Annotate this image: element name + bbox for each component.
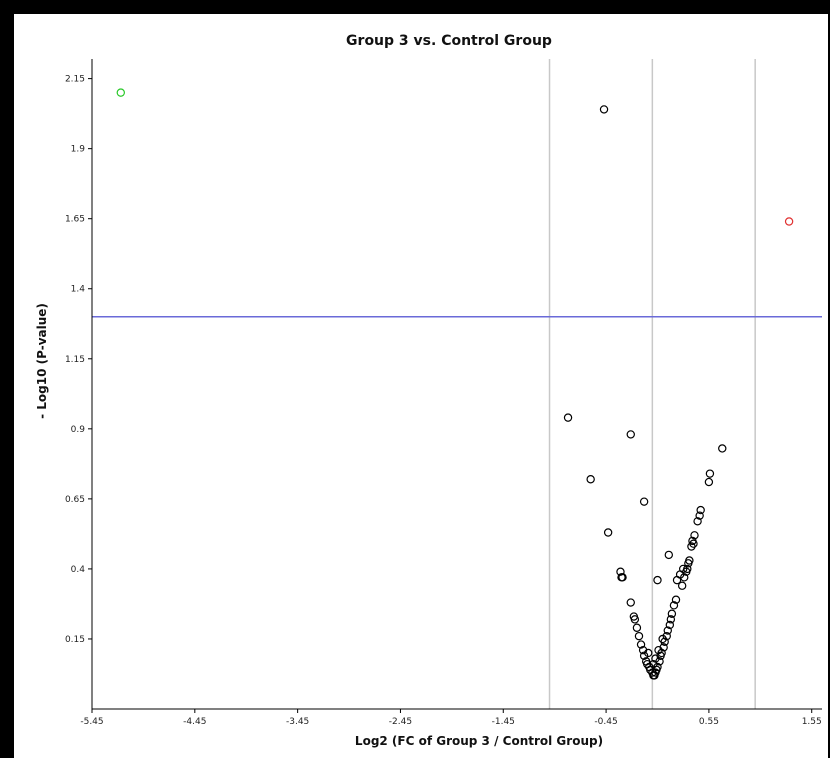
data-point	[644, 648, 653, 658]
data-point	[677, 581, 687, 590]
data-point	[603, 528, 613, 537]
data-point	[695, 511, 704, 520]
data-point	[649, 659, 658, 669]
data-point	[666, 615, 676, 624]
x-axis: -5.45 -4.45 -3.45 -2.45 -1.45 -0.45 0.55 1.55	[80, 709, 822, 727]
data-point	[116, 88, 125, 97]
y-tick-label: 2.15	[65, 75, 85, 85]
y-tick-label: 1.15	[65, 355, 85, 365]
data-point	[616, 567, 625, 576]
data-point	[696, 505, 705, 515]
data-point	[664, 550, 674, 560]
x-tick-label: 1.55	[802, 717, 822, 727]
data-point	[618, 573, 627, 582]
y-axis: 0.15 0.4 0.65 0.9 1.15 1.4 1.65 1.9 2.15	[65, 75, 92, 645]
data-point	[626, 598, 635, 607]
data-point	[683, 564, 692, 574]
data-point	[705, 469, 715, 478]
data-point	[689, 539, 698, 548]
data-point	[784, 217, 794, 226]
chart-frame: Group 3 vs. Control Group -5.45 -4.45 -3.4…	[14, 14, 828, 758]
data-point	[718, 444, 727, 453]
data-point	[690, 531, 699, 540]
x-tick-label: -5.45	[80, 717, 103, 727]
data-point	[669, 601, 679, 610]
data-point	[632, 623, 642, 632]
data-point	[651, 654, 660, 663]
x-tick-label: -3.45	[286, 717, 309, 727]
data-point	[563, 413, 573, 422]
data-point	[586, 475, 595, 484]
y-tick-label: 1.4	[71, 285, 86, 295]
data-point	[599, 105, 609, 114]
x-axis-label: Log2 (FC of Group 3 / Control Group)	[355, 734, 603, 748]
data-point	[693, 517, 702, 526]
data-point	[658, 634, 667, 644]
data-point	[634, 631, 644, 641]
data-point	[704, 477, 714, 487]
data-point	[639, 497, 649, 506]
plot-background	[92, 59, 822, 709]
data-point	[665, 620, 675, 630]
x-tick-label: -4.45	[183, 717, 206, 727]
x-tick-label: 0.55	[699, 717, 719, 727]
chart-title: Group 3 vs. Control Group	[346, 33, 552, 49]
y-tick-label: 0.65	[65, 495, 85, 505]
data-point	[671, 595, 681, 604]
data-point	[654, 645, 663, 655]
data-point	[626, 430, 635, 439]
y-tick-label: 0.15	[65, 635, 85, 645]
data-point	[653, 575, 662, 585]
data-point	[685, 556, 694, 565]
x-tick-label: -2.45	[389, 717, 412, 727]
x-tick-label: -0.45	[594, 717, 617, 727]
y-tick-label: 1.9	[71, 145, 86, 155]
y-tick-label: 0.9	[71, 425, 86, 435]
data-point	[667, 609, 677, 618]
plot-area	[91, 59, 822, 710]
y-axis-label: - Log10 (P-value)	[35, 303, 49, 419]
data-point	[678, 564, 688, 574]
data-point	[636, 640, 646, 649]
volcano-plot: Group 3 vs. Control Group -5.45 -4.45 -3.4…	[35, 33, 822, 748]
data-point	[630, 615, 640, 624]
y-tick-label: 1.65	[65, 215, 85, 225]
x-tick-label: -1.45	[492, 717, 515, 727]
data-point	[663, 626, 672, 635]
y-tick-label: 0.4	[71, 565, 86, 575]
